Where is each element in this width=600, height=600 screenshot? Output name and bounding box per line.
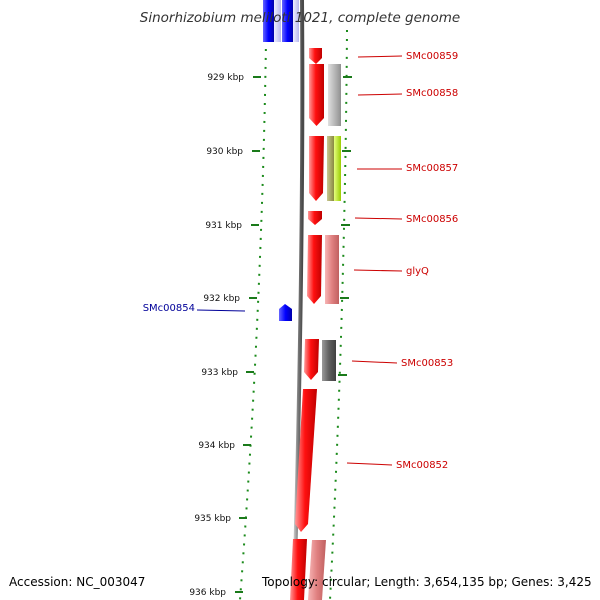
tick-label: 929 kbp (207, 73, 244, 83)
gene-label-SMc00858[interactable]: SMc00858 (406, 88, 458, 99)
tick-label: 933 kbp (201, 368, 238, 378)
gene-label-SMc00853[interactable]: SMc00853 (401, 358, 453, 369)
tick-label: 935 kbp (194, 514, 231, 524)
gene-bottom-forward (290, 539, 307, 600)
gene-SMc00852[interactable] (295, 389, 317, 532)
gene-label-SMc00852[interactable]: SMc00852 (396, 460, 448, 471)
forward-genes (290, 48, 324, 600)
tick-label: 932 kbp (203, 294, 240, 304)
gene-SMc00858[interactable] (309, 64, 324, 126)
gene-SMc00857[interactable] (309, 136, 324, 201)
gene-SMc00854[interactable] (279, 304, 292, 321)
gene-SMc00856[interactable] (308, 211, 322, 225)
tick-label: 934 kbp (198, 441, 235, 451)
gene-SMc00859[interactable] (309, 48, 322, 64)
tick-label: 931 kbp (205, 221, 242, 231)
gene-labels: SMc00859 SMc00858 SMc00857 SMc00856 glyQ… (143, 51, 459, 471)
tick-marks (235, 76, 352, 593)
function-bars (308, 64, 341, 600)
gc-track-left (239, 39, 267, 600)
top-reverse-features (263, 0, 299, 42)
tick-labels: 929 kbp 930 kbp 931 kbp 932 kbp 933 kbp … (189, 73, 244, 598)
gene-label-SMc00857[interactable]: SMc00857 (406, 163, 458, 174)
label-leaders (196, 55, 403, 466)
tick-label: 930 kbp (206, 147, 243, 157)
tick-label: 936 kbp (189, 588, 226, 598)
gene-glyQ[interactable] (307, 235, 322, 304)
genome-title: Sinorhizobium meliloti 1021, complete ge… (139, 10, 461, 26)
gene-label-glyQ[interactable]: glyQ (406, 266, 429, 277)
accession-text: Accession: NC_003047 (9, 575, 146, 589)
gene-label-SMc00859[interactable]: SMc00859 (406, 51, 458, 62)
gene-label-SMc00856[interactable]: SMc00856 (406, 214, 458, 225)
gene-SMc00853[interactable] (304, 339, 319, 380)
genome-summary-text: Topology: circular; Length: 3,654,135 bp… (262, 575, 592, 589)
gene-label-SMc00854[interactable]: SMc00854 (143, 303, 195, 314)
